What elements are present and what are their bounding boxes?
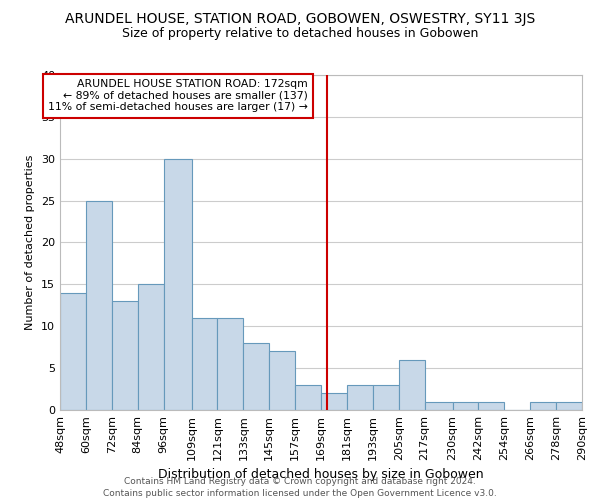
Bar xyxy=(347,385,373,410)
Bar xyxy=(530,402,556,410)
Bar xyxy=(137,284,164,410)
Text: Size of property relative to detached houses in Gobowen: Size of property relative to detached ho… xyxy=(122,28,478,40)
Bar xyxy=(191,318,217,410)
Y-axis label: Number of detached properties: Number of detached properties xyxy=(25,155,35,330)
Text: ARUNDEL HOUSE, STATION ROAD, GOBOWEN, OSWESTRY, SY11 3JS: ARUNDEL HOUSE, STATION ROAD, GOBOWEN, OS… xyxy=(65,12,535,26)
Bar xyxy=(556,402,582,410)
Bar xyxy=(321,393,347,410)
Bar xyxy=(217,318,244,410)
Bar xyxy=(269,352,295,410)
Bar xyxy=(452,402,478,410)
Text: ARUNDEL HOUSE STATION ROAD: 172sqm
← 89% of detached houses are smaller (137)
11: ARUNDEL HOUSE STATION ROAD: 172sqm ← 89%… xyxy=(48,79,308,112)
Text: Contains HM Land Registry data © Crown copyright and database right 2024.: Contains HM Land Registry data © Crown c… xyxy=(124,478,476,486)
Bar xyxy=(398,360,425,410)
Text: Contains public sector information licensed under the Open Government Licence v3: Contains public sector information licen… xyxy=(103,489,497,498)
Bar xyxy=(86,200,112,410)
X-axis label: Distribution of detached houses by size in Gobowen: Distribution of detached houses by size … xyxy=(158,468,484,481)
Bar xyxy=(373,385,398,410)
Bar xyxy=(295,385,321,410)
Bar xyxy=(425,402,452,410)
Bar xyxy=(478,402,505,410)
Bar xyxy=(112,301,137,410)
Bar xyxy=(244,343,269,410)
Bar xyxy=(164,158,191,410)
Bar xyxy=(60,292,86,410)
